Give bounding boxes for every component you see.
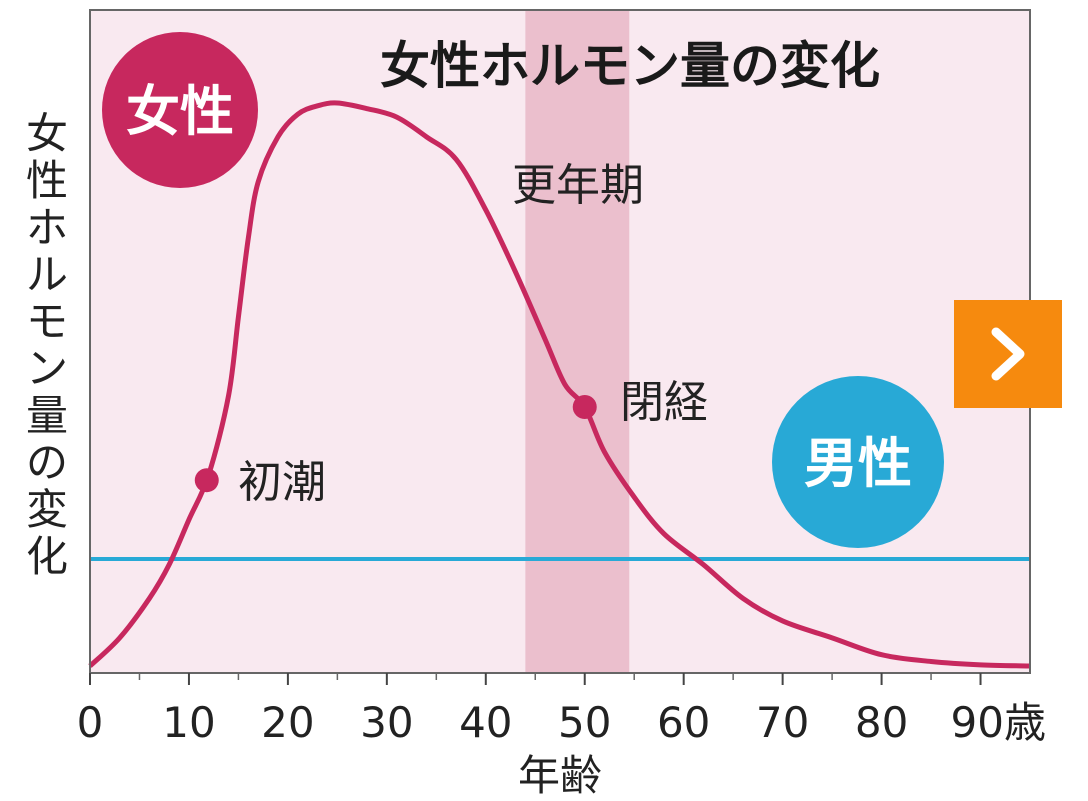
x-tick-label: 30 (360, 698, 413, 747)
x-tick-label: 60 (657, 698, 710, 747)
legend-male-badge: 男性 (772, 376, 944, 548)
y-axis-label-char: ホ (26, 203, 68, 252)
x-tick-label: 90歳 (951, 698, 1046, 747)
y-axis-label-char: ル (26, 250, 68, 299)
x-tick-label: 80 (855, 698, 908, 747)
y-axis-label-char: モ (26, 297, 68, 346)
menopause-label: 更年期 (512, 160, 644, 211)
x-tick-label: 20 (261, 698, 314, 747)
menopause-band (525, 10, 630, 673)
y-axis-label-char: 量 (26, 391, 68, 440)
y-axis-label-char: 化 (26, 532, 68, 581)
x-tick-label: 0 (77, 698, 104, 747)
legend-female-badge: 女性 (102, 32, 258, 188)
female-series-line (88, 100, 1031, 669)
chevron-right-icon (991, 327, 1025, 381)
male-badge-circle (772, 376, 944, 548)
female-badge-circle (102, 32, 258, 188)
y-axis-label-char: 女 (26, 109, 68, 158)
menarche-label: 初潮 (238, 457, 326, 508)
x-tick-label: 50 (558, 698, 611, 747)
y-axis-label-char: ン (26, 344, 68, 393)
y-axis-label-char: 性 (26, 156, 68, 205)
y-axis-label-char: の (26, 438, 68, 487)
menopause-annotation-label: 閉経 (620, 377, 708, 428)
male-badge-label: 男性 (804, 432, 912, 495)
x-axis: 0 10 20 30 40 50 60 70 80 90歳 (77, 673, 1046, 747)
x-axis-label: 年齢 (518, 751, 602, 800)
y-axis-label: 女性ホルモン量の変化 (26, 109, 68, 581)
x-tick-label: 10 (162, 698, 215, 747)
x-tick-label: 40 (459, 698, 512, 747)
menopause-point (572, 395, 597, 420)
y-axis-label-char: 変 (26, 485, 68, 534)
next-button[interactable] (954, 300, 1062, 408)
chart-title: 女性ホルモン量の変化 (380, 37, 880, 95)
x-tick-label: 70 (756, 698, 809, 747)
female-badge-label: 女性 (126, 80, 234, 143)
menarche-point (194, 468, 219, 493)
